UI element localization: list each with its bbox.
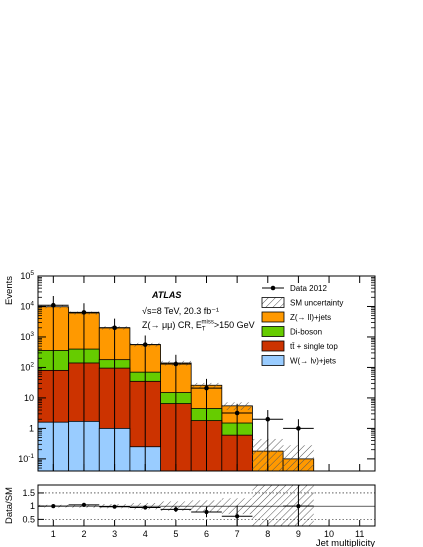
ratio-point-7	[235, 514, 240, 519]
legend-diboson-label: Di-boson	[290, 328, 322, 337]
legend-wljets-swatch	[261, 355, 285, 366]
data-point-8	[265, 416, 271, 422]
legend-smuncertainty-swatch	[261, 297, 285, 308]
ratio-points	[38, 485, 314, 526]
atlas-label: ATLAS	[151, 290, 181, 300]
y-tick-label-10000: 104	[20, 300, 34, 311]
x-tick-label-8: 8	[265, 529, 270, 539]
main-y-ticks: 10-1 1 10 102 103 104 105	[18, 270, 375, 472]
ratio-point-4	[143, 505, 148, 510]
ratio-band-bin-8	[252, 485, 284, 526]
data-point-5	[173, 361, 179, 367]
x-tick-label-4: 4	[143, 529, 148, 539]
data-point-4	[142, 342, 148, 347]
legend-diboson-swatch	[261, 326, 285, 337]
y-axis-label-ratio: Data/SM	[4, 487, 15, 524]
region-label: Z(→ μμ) CR, ETmiss>150 GeV	[142, 320, 255, 333]
y-tick-label-0.1: 10-1	[18, 453, 34, 464]
data-point-7	[234, 410, 240, 416]
data-point-6	[204, 385, 209, 391]
data-points	[38, 296, 314, 471]
x-axis-label: Jet multiplicity	[316, 538, 375, 547]
data-point-2	[81, 310, 87, 315]
ratio-y-tick-label-1.5: 1.5	[22, 488, 35, 498]
x-tick-label-3: 3	[112, 529, 117, 539]
legend-zlljets-swatch	[261, 311, 285, 323]
y-tick-label-10: 10	[24, 393, 34, 403]
ratio-x-ticks: 1 2 3 4 5 6 7 8 9 10 11	[51, 520, 364, 539]
x-tick-label-7: 7	[235, 529, 240, 539]
ratio-point-6	[204, 509, 209, 515]
x-tick-label-6: 6	[204, 529, 209, 539]
ratio-point-5	[173, 507, 178, 512]
main-x-ticks	[52, 276, 361, 471]
y-tick-label-1: 1	[29, 423, 34, 433]
ratio-reference-lines	[38, 492, 375, 520]
ratio-point-1	[51, 504, 56, 509]
y-axis-label-main: Events	[4, 276, 15, 305]
ratio-y-tick-label-1: 1	[30, 501, 35, 511]
y-tick-label-100: 102	[20, 361, 34, 372]
ratio-y-tick-label-0.5: 0.5	[22, 514, 35, 524]
x-tick-label-5: 5	[173, 529, 178, 539]
legend-data2012-marker	[270, 285, 276, 291]
legend-ttsingletop-swatch	[261, 340, 285, 352]
legend-smuncertainty-label: SM uncertainty	[290, 299, 343, 308]
ratio-panel: 0.5 1 1.5 1 2 3 4 5 6 7 8 9 10 11 Data/SM Jet multip…	[4, 484, 376, 547]
ratio-point-2	[81, 502, 87, 507]
ratio-point-9	[296, 504, 301, 509]
ratio-uncertainty-band	[38, 485, 314, 526]
legend-zlljets-label: Z(→ ll)+jets	[290, 313, 331, 322]
x-tick-label-10: 10	[324, 529, 334, 539]
legend: Data 2012 SM uncertainty Z(→ ll)+jets Di-bo…	[261, 284, 343, 366]
main-panel: 10-1 1 10 102 103 104 105 Events ATLAS √s=8 Te…	[4, 270, 376, 472]
energy-label: √s=8 TeV, 20.3 fb⁻¹	[142, 306, 219, 316]
x-tick-label-9: 9	[296, 529, 301, 539]
data-point-3	[112, 325, 117, 331]
y-tick-label-1000: 103	[20, 331, 34, 342]
legend-wljets-label: W(→ lν)+jets	[290, 357, 336, 366]
x-tick-label-2: 2	[81, 529, 86, 539]
ratio-point-3	[112, 504, 117, 509]
legend-data2012-label: Data 2012	[290, 284, 327, 293]
y-tick-label-100000: 105	[20, 270, 34, 281]
ratio-y-ticks: 0.5 1 1.5	[22, 488, 44, 524]
data-point-9	[296, 426, 301, 431]
legend-ttsingletop-label: tt̄ + single top	[290, 342, 338, 351]
x-tick-label-11: 11	[355, 529, 364, 539]
data-point-1	[51, 302, 56, 308]
x-tick-label-1: 1	[51, 529, 56, 539]
